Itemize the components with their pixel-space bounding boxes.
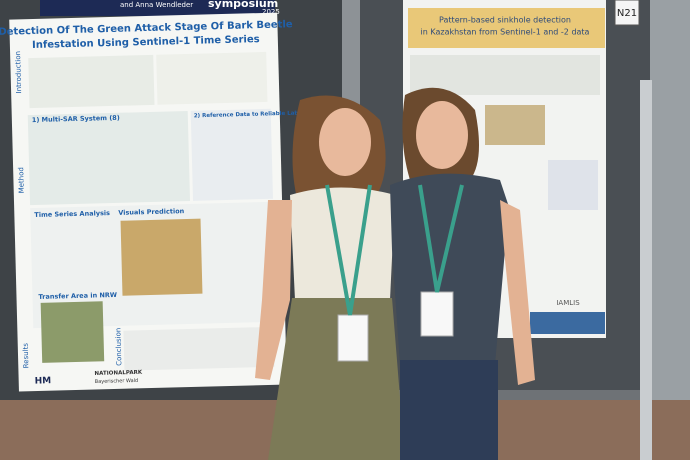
booth-number: N21 <box>617 8 637 19</box>
lanyard <box>325 184 372 316</box>
face <box>319 108 371 176</box>
name-badge <box>420 291 454 337</box>
side-label: Introduction <box>14 51 23 94</box>
side-label: Conclusion <box>114 328 123 366</box>
banner <box>40 0 275 16</box>
jeans <box>400 360 498 460</box>
text-block <box>28 54 155 109</box>
person-left <box>255 95 405 460</box>
face <box>416 101 468 169</box>
text-block <box>156 51 268 105</box>
logo-text: Bayerischer Wald <box>95 378 139 385</box>
poster-header <box>408 8 605 48</box>
arm <box>255 200 292 380</box>
section-heading: 2) Reference Data to Reliable Labels <box>194 110 308 119</box>
skirt <box>268 298 405 460</box>
map-figure <box>40 301 105 363</box>
banner-year: 2025 <box>262 8 280 16</box>
logo-text: HM <box>35 376 52 386</box>
method-panel <box>190 108 274 201</box>
logo-text: IAMLIS <box>556 299 580 307</box>
method-panel <box>27 110 191 206</box>
booth-sign <box>614 0 640 26</box>
poster-title: Pattern-based sinkhole detection <box>439 16 571 25</box>
figure <box>485 105 545 145</box>
far-wall <box>650 0 690 400</box>
poster-title: in Kazakhstan from Sentinel-1 and -2 dat… <box>421 28 590 37</box>
map-figure <box>120 218 203 296</box>
section-heading: Transfer Area in NRW <box>38 291 117 301</box>
pole <box>640 80 652 460</box>
person-right <box>390 87 535 460</box>
top <box>290 187 395 300</box>
arm <box>500 200 535 385</box>
authors: and Anna Wendleder <box>120 1 193 9</box>
section-heading: Time Series Analysis <box>34 209 110 219</box>
side-label: Method <box>17 167 26 193</box>
name-badge <box>337 314 369 362</box>
section-heading: 1) Multi-SAR System (8) <box>32 114 120 124</box>
lanyard <box>418 184 464 293</box>
conclusion-block <box>123 326 275 371</box>
left-poster: Detection Of The Green Attack Stage Of B… <box>0 12 308 392</box>
side-label: Results <box>22 343 31 369</box>
text-block <box>410 55 600 95</box>
logo-text: NATIONALPARK <box>94 370 142 377</box>
figure <box>530 312 605 334</box>
figure <box>548 160 598 210</box>
banner-text: symposium <box>208 0 278 10</box>
section-heading: Visuals Prediction <box>118 207 184 217</box>
